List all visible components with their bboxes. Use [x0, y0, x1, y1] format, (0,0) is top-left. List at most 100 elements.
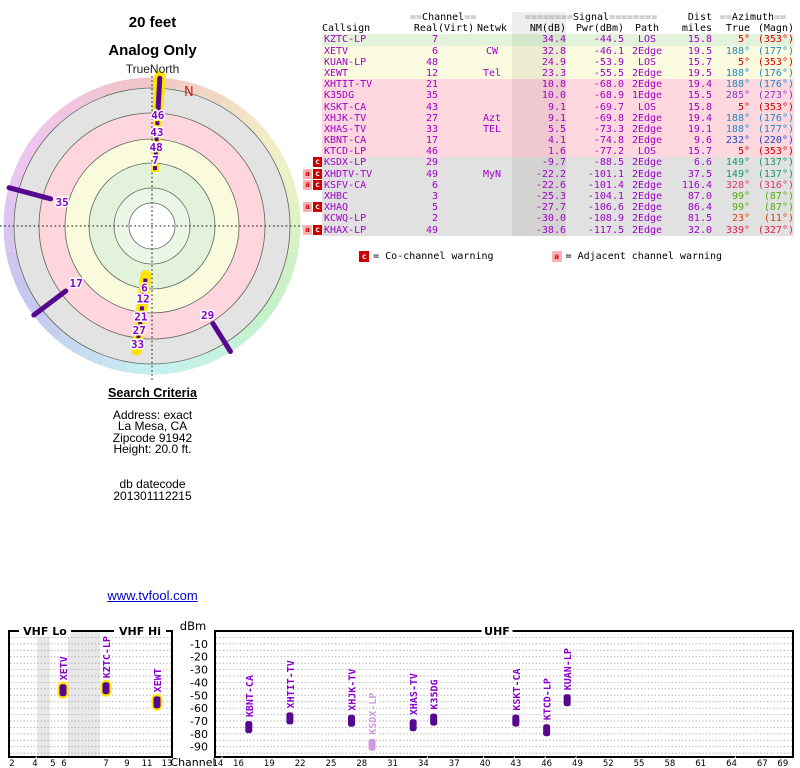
svg-text:40: 40: [480, 759, 491, 768]
table-row: a c XHDTV-TV 49 MyN -22.2 -101.1 2Edge 37.5 149°(…: [300, 168, 796, 180]
svg-text:4: 4: [32, 759, 37, 768]
svg-text:-10: -10: [190, 638, 208, 651]
svg-text:XETV: XETV: [59, 656, 70, 680]
dist-group-header: Dist: [687, 12, 712, 23]
co-channel-legend-text: = Co-channel warning: [373, 251, 494, 263]
svg-text:55: 55: [634, 759, 645, 768]
co-channel-badge: c: [359, 250, 370, 262]
table-group-header-row: ==Channel== ========Signal======== Dist …: [300, 12, 796, 23]
table-row: XHBC 3 -25.3 -104.1 2Edge 87.0 99° (87°): [322, 191, 794, 203]
table-row: KBNT-CA 17 4.1 -74.8 2Edge 9.6 232° (220°): [322, 135, 794, 147]
svg-text:35: 35: [56, 196, 69, 209]
svg-text:29: 29: [201, 309, 214, 322]
svg-text:46: 46: [151, 109, 165, 122]
svg-text:14: 14: [213, 759, 224, 768]
svg-text:-20: -20: [190, 651, 208, 664]
table-row: KCWQ-LP 2 -30.0 -108.9 2Edge 81.5 23° (11°): [322, 213, 794, 225]
svg-text:28: 28: [356, 759, 367, 768]
svg-text:33: 33: [131, 338, 144, 351]
svg-text:6: 6: [141, 282, 148, 295]
svg-text:N: N: [184, 85, 194, 100]
svg-text:KTCD-LP: KTCD-LP: [543, 678, 554, 720]
svg-text:-30: -30: [190, 664, 208, 677]
svg-text:-70: -70: [190, 715, 208, 728]
svg-text:43: 43: [150, 126, 163, 139]
adjacent-channel-badge: a: [551, 250, 562, 262]
table-row: XHJK-TV 27 Azt 9.1 -69.8 2Edge 19.4 188° (176°): [322, 112, 794, 124]
svg-text:2: 2: [9, 759, 14, 768]
svg-text:31: 31: [387, 759, 398, 768]
svg-text:19: 19: [264, 759, 275, 768]
svg-text:5: 5: [50, 759, 55, 768]
svg-text:9: 9: [124, 759, 129, 768]
svg-text:58: 58: [664, 759, 675, 768]
adjacent-channel-legend-text: = Adjacent channel warning: [565, 251, 723, 263]
svg-text:37: 37: [449, 759, 460, 768]
svg-text:KSKT-CA: KSKT-CA: [512, 668, 523, 710]
svg-text:48: 48: [150, 141, 163, 154]
svg-text:VHF Lo: VHF Lo: [23, 625, 67, 638]
svg-text:34: 34: [418, 759, 429, 768]
search-criteria: Search Criteria Address: exact La Mesa, C…: [55, 386, 250, 503]
warning-legend: c = Co-channel warning a = Adjacent channel…: [300, 240, 796, 262]
svg-text:27: 27: [133, 324, 146, 337]
co-channel-warning-badge: c: [313, 157, 322, 168]
tvfool-link[interactable]: www.tvfool.com: [107, 588, 198, 603]
co-channel-warning-badge: c: [313, 179, 322, 190]
table-row: KSKT-CA 43 9.1 -69.7 LOS 15.8 5° (353°): [322, 101, 794, 113]
table-row: a c KSFV-CA 6 -22.6 -101.4 2Edge 116.4 328° (316°…: [300, 179, 796, 191]
svg-text:KBNT-CA: KBNT-CA: [245, 675, 256, 717]
svg-text:VHF Hi: VHF Hi: [119, 625, 161, 638]
co-channel-warning-badge: c: [313, 168, 322, 179]
adjacent-channel-warning-badge: a: [303, 224, 312, 235]
db-datecode-label: db datecode: [119, 476, 186, 491]
svg-text:16: 16: [233, 759, 244, 768]
adjacent-channel-warning-badge: a: [303, 168, 312, 179]
table-row: K35DG 35 10.0 -68.9 1Edge 15.5 285° (273°): [322, 90, 794, 102]
svg-text:7: 7: [103, 759, 108, 768]
svg-text:-80: -80: [190, 728, 208, 741]
svg-text:dBm: dBm: [180, 619, 206, 633]
table-row: a c KHAX-LP 49 -38.6 -117.5 2Edge 32.0 339° (327°…: [300, 224, 796, 236]
co-channel-warning-badge: c: [313, 224, 322, 235]
table-row: KTCD-LP 46 1.6 -77.2 LOS 15.7 5° (353°): [322, 146, 794, 158]
svg-text:52: 52: [603, 759, 614, 768]
svg-text:13: 13: [162, 759, 173, 768]
table-row: KUAN-LP 48 24.9 -53.9 LOS 15.7 5° (353°): [322, 56, 794, 68]
true-north-label: TrueNorth: [125, 62, 180, 76]
signal-mode-title: Analog Only: [108, 42, 197, 59]
table-row: XHAS-TV 33 TEL 5.5 -73.3 2Edge 19.1 188° (177°): [322, 123, 794, 136]
svg-text:KUAN-LP: KUAN-LP: [563, 648, 574, 690]
svg-text:-40: -40: [190, 676, 208, 689]
svg-text:KSDX-LP: KSDX-LP: [368, 693, 379, 735]
svg-text:-90: -90: [190, 741, 208, 754]
co-channel-warning-badge: c: [313, 202, 322, 213]
svg-text:46: 46: [541, 759, 552, 768]
svg-text:-60: -60: [190, 702, 208, 715]
svg-text:-50: -50: [190, 689, 208, 702]
search-criteria-heading: Search Criteria: [108, 386, 197, 400]
nm-column-shade: [512, 12, 566, 35]
svg-text:K35DG: K35DG: [430, 679, 441, 709]
svg-text:22: 22: [295, 759, 306, 768]
svg-text:XHAS-TV: XHAS-TV: [409, 673, 420, 715]
search-criteria-lines: Address: exact La Mesa, CA Zipcode 91942 He…: [112, 407, 193, 457]
adjacent-channel-warning-badge: a: [303, 179, 312, 190]
table-row: XHTIT-TV 21 10.8 -68.0 2Edge 19.4 188° (176°): [322, 79, 794, 91]
svg-text:61: 61: [695, 759, 706, 768]
svg-text:64: 64: [726, 759, 737, 768]
table-column-header-row: Callsign Real (Virt) Netwk NM(dB) Pwr(dB…: [300, 23, 796, 36]
antenna-height-title: 20 feet: [128, 14, 177, 31]
table-row: XEWT 12 Tel 23.3 -55.5 2Edge 19.5 188° (176°): [322, 67, 794, 80]
svg-text:XEWT: XEWT: [153, 668, 164, 692]
adjacent-channel-warning-badge: a: [303, 202, 312, 213]
db-datecode-value: 201301112215: [113, 488, 192, 503]
svg-text:KZTC-LP: KZTC-LP: [102, 636, 113, 678]
station-table: ==Channel== ========Signal======== Dist …: [300, 12, 796, 262]
svg-text:XHTIT-TV: XHTIT-TV: [286, 660, 297, 708]
svg-text:25: 25: [326, 759, 337, 768]
svg-text:12: 12: [136, 292, 149, 305]
svg-text:43: 43: [510, 759, 521, 768]
table-row: XETV 6 CW 32.8 -46.1 2Edge 19.5 188° (177°): [322, 45, 794, 57]
